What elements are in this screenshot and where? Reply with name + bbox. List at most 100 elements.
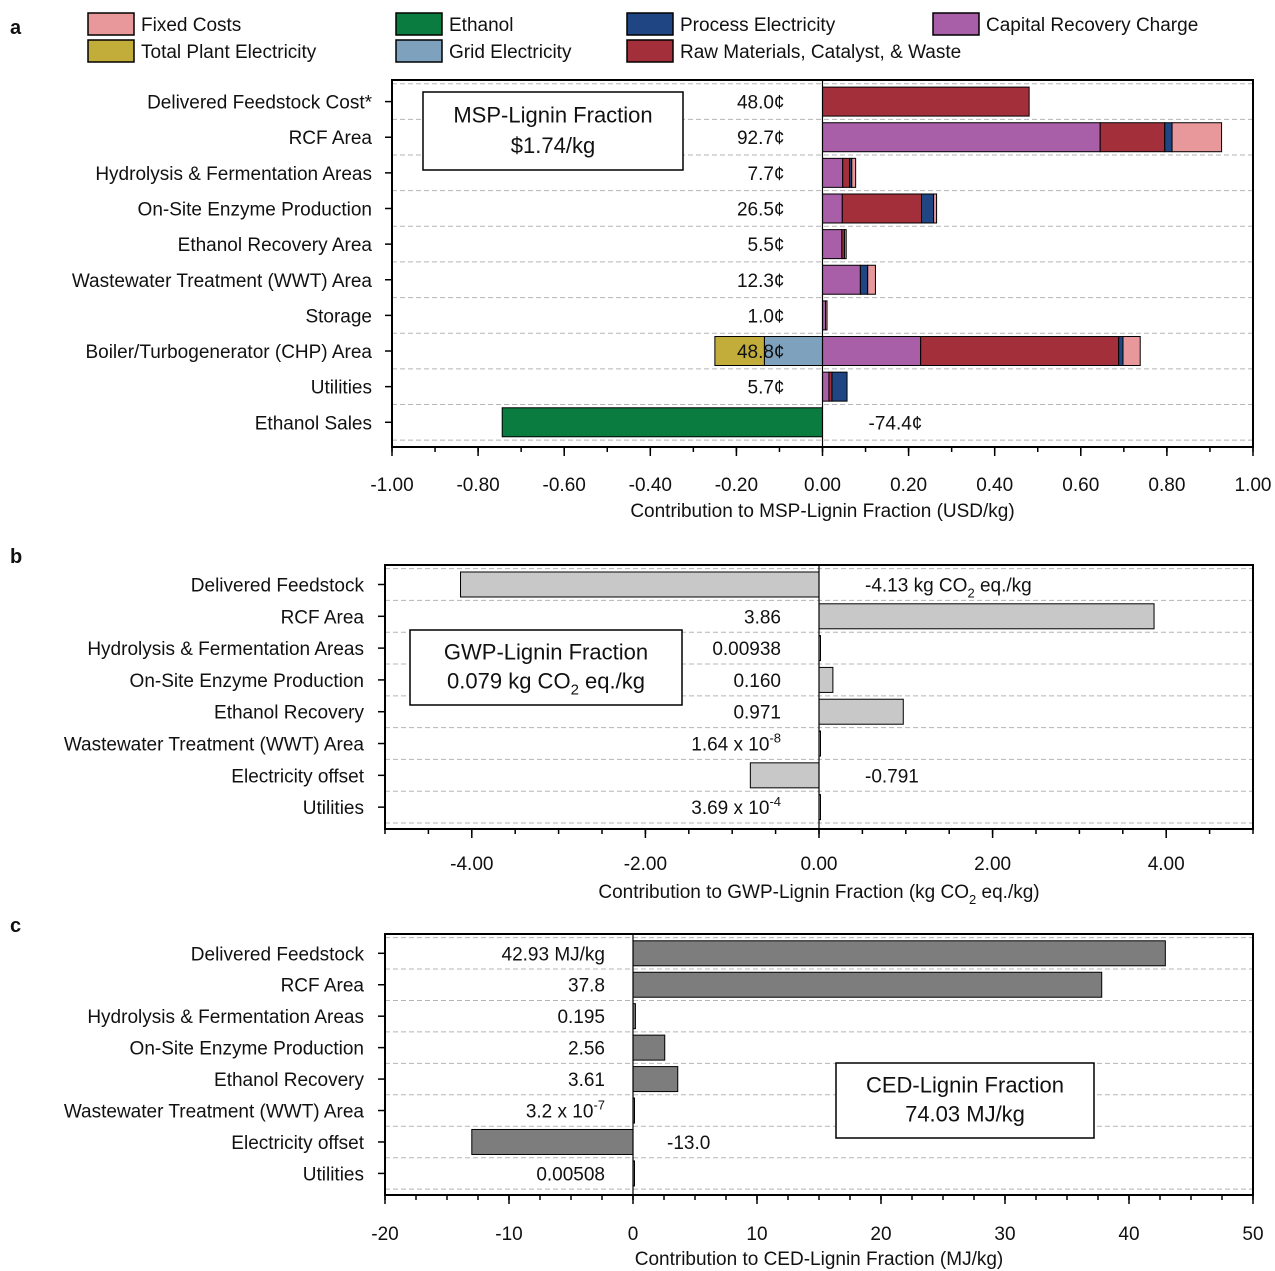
- x-tick-label: 0.00: [801, 854, 838, 875]
- category-label: Ethanol Recovery: [214, 703, 364, 724]
- x-tick-label: 0.80: [1148, 475, 1185, 496]
- bar-segment-fixed: [867, 264, 876, 295]
- data-label: 0.195: [557, 1007, 605, 1028]
- category-label: Wastewater Treatment (WWT) Area: [72, 271, 373, 292]
- x-tick-label: 50: [1242, 1224, 1263, 1245]
- category-label: Wastewater Treatment (WWT) Area: [64, 1102, 365, 1123]
- category-label: On-Site Enzyme Production: [130, 1039, 364, 1060]
- data-label: 0.160: [733, 671, 781, 692]
- bar-segment-capital: [822, 229, 843, 260]
- legend: Fixed Costs Ethanol Process Electricity Cap…: [87, 12, 1198, 63]
- x-axis-title: Contribution to MSP-Lignin Fraction (USD…: [630, 501, 1014, 522]
- data-label: 0.971: [733, 703, 781, 724]
- bar-segment-raw: [841, 193, 923, 224]
- legend-label: Total Plant Electricity: [141, 42, 317, 63]
- data-label: 48.8¢: [737, 342, 785, 363]
- x-tick-label: 0.60: [1062, 475, 1099, 496]
- category-label: RCF Area: [289, 128, 373, 149]
- x-axis-title: Contribution to CED-Lignin Fraction (MJ/…: [635, 1249, 1004, 1270]
- legend-label: Raw Materials, Catalyst, & Waste: [680, 42, 961, 63]
- x-tick-label: -10: [495, 1224, 522, 1245]
- legend-swatch-fixed: [87, 12, 135, 36]
- bar-segment-fixed: [1171, 122, 1223, 153]
- data-label: 3.2 x 10-7: [526, 1098, 605, 1123]
- data-label: 5.7¢: [748, 378, 785, 399]
- x-tick-label: 1.00: [1235, 475, 1272, 496]
- x-tick-label: 4.00: [1148, 854, 1185, 875]
- category-label: Hydrolysis & Fermentation Areas: [87, 639, 364, 660]
- bar-segment-ethanol: [501, 407, 823, 438]
- x-tick-label: 40: [1118, 1224, 1139, 1245]
- category-label: On-Site Enzyme Production: [138, 199, 372, 220]
- legend-swatch-grid: [395, 39, 443, 63]
- x-tick-label: -4.00: [450, 854, 493, 875]
- x-tick-label: -2.00: [624, 854, 667, 875]
- bar-segment-process: [1118, 336, 1124, 367]
- category-label: Wastewater Treatment (WWT) Area: [64, 735, 365, 756]
- data-label: 0.00938: [712, 639, 781, 660]
- legend-label: Fixed Costs: [141, 15, 241, 36]
- panel-letter: a: [10, 17, 22, 39]
- data-label: 12.3¢: [737, 271, 785, 292]
- bar-segment-capital: [822, 193, 843, 224]
- bar-segment-capital: [822, 157, 844, 188]
- bar-segment-process: [859, 264, 869, 295]
- data-label: 3.86: [744, 607, 781, 628]
- legend-label: Ethanol: [449, 15, 513, 36]
- bar-segment-capital: [822, 371, 830, 402]
- bar: [749, 762, 820, 789]
- bar-segment-fixed: [851, 157, 857, 188]
- data-label: -13.0: [667, 1133, 710, 1154]
- summary-box: [835, 1062, 1095, 1139]
- bar-segment-process: [921, 193, 935, 224]
- x-tick-label: 10: [746, 1224, 767, 1245]
- data-label: -0.791: [865, 766, 919, 787]
- summary-box-value: 74.03 MJ/kg: [905, 1102, 1025, 1127]
- panel-c: c CED-Lignin Fraction 74.03 MJ/kg Delivered…: [10, 915, 1264, 1270]
- summary-box-title: GWP-Lignin Fraction: [444, 639, 648, 664]
- legend-label: Grid Electricity: [449, 42, 572, 63]
- data-label: -74.4¢: [869, 413, 923, 434]
- legend-swatch-plant: [87, 39, 135, 63]
- panel-letter: b: [10, 546, 22, 568]
- category-label: Electricity offset: [231, 766, 364, 787]
- category-label: Ethanol Recovery Area: [178, 235, 373, 256]
- category-label: Electricity offset: [231, 1133, 364, 1154]
- category-label: RCF Area: [281, 607, 365, 628]
- bar-segment-fixed: [1122, 336, 1141, 367]
- x-tick-label: -1.00: [370, 475, 413, 496]
- bar-segment-grid: [763, 336, 824, 367]
- data-label: 0.00508: [536, 1164, 605, 1185]
- category-label: Storage: [305, 306, 372, 327]
- summary-box: [409, 629, 683, 706]
- x-tick-label: 0: [628, 1224, 639, 1245]
- category-label: Utilities: [311, 378, 372, 399]
- x-tick-label: 20: [870, 1224, 891, 1245]
- data-label: 3.61: [568, 1070, 605, 1091]
- x-tick-label: 0.20: [890, 475, 927, 496]
- data-label: 3.69 x 10-4: [691, 794, 781, 819]
- summary-box-title: MSP-Lignin Fraction: [453, 102, 652, 127]
- category-label: Delivered Feedstock: [191, 575, 365, 596]
- x-tick-label: 30: [994, 1224, 1015, 1245]
- data-label: 26.5¢: [737, 199, 785, 220]
- category-label: Delivered Feedstock: [191, 944, 365, 965]
- bar-segment-fixed: [843, 229, 847, 260]
- data-label: 2.56: [568, 1039, 605, 1060]
- data-label: -4.13 kg CO2 eq./kg: [865, 575, 1032, 600]
- x-tick-label: -0.40: [629, 475, 672, 496]
- summary-box: [422, 91, 684, 171]
- data-label: 37.8: [568, 976, 605, 997]
- x-tick-label: -0.80: [456, 475, 499, 496]
- bar: [818, 666, 834, 693]
- bar-segment-fixed: [933, 193, 938, 224]
- summary-box-title: CED-Lignin Fraction: [866, 1072, 1064, 1097]
- bar-segment-plant: [714, 336, 765, 367]
- bar-segment-raw: [822, 86, 1030, 117]
- bar: [632, 940, 1166, 967]
- bar: [471, 1128, 634, 1155]
- summary-box-value: $1.74/kg: [511, 133, 595, 158]
- bar: [460, 571, 820, 598]
- data-label: 92.7¢: [737, 128, 785, 149]
